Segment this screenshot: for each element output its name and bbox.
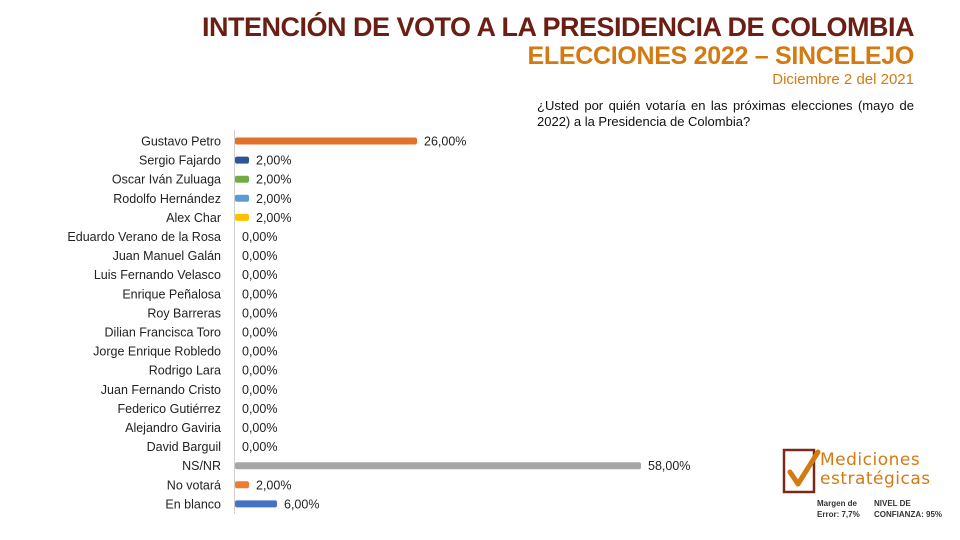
value-label: 58,00% (648, 459, 690, 473)
bar (235, 481, 249, 489)
bar (235, 137, 417, 145)
confidence-level-note: NIVEL DE CONFIANZA: 95% (874, 499, 943, 519)
logo-text-line1: Mediciones (820, 450, 921, 470)
margin-of-error-note: Margen de Error: 7,7% (817, 499, 860, 519)
checkmark-logo-icon (782, 448, 821, 494)
value-label: 0,00% (242, 230, 277, 244)
bar (235, 213, 249, 221)
category-label: No votará (167, 478, 221, 492)
category-label: Rodolfo Hernández (113, 192, 221, 206)
value-label: 26,00% (424, 135, 466, 149)
logo-text-line2: estratégicas (820, 469, 931, 489)
category-label: Juan Manuel Galán (113, 249, 221, 263)
category-label: Alex Char (166, 211, 221, 225)
chart-title: INTENCIÓN DE VOTO A LA PRESIDENCIA DE CO… (201, 12, 915, 42)
category-label: Dilian Francisca Toro (105, 326, 222, 340)
category-label: Federico Gutiérrez (117, 402, 221, 416)
survey-question: ¿Usted por quién votaría en las próximas… (537, 98, 914, 129)
category-label: Luis Fernando Velasco (94, 268, 221, 282)
bar (235, 156, 249, 164)
category-label: Gustavo Petro (141, 135, 221, 149)
value-label: 0,00% (242, 249, 277, 263)
value-label: 0,00% (242, 440, 277, 454)
survey-date: Diciembre 2 del 2021 (772, 71, 914, 88)
value-label: 0,00% (242, 287, 277, 301)
value-label: 2,00% (256, 192, 291, 206)
bar (235, 462, 641, 470)
category-label: Alejandro Gaviria (125, 421, 221, 435)
value-label: 2,00% (256, 478, 291, 492)
value-label: 0,00% (242, 268, 277, 282)
value-label: 0,00% (242, 402, 277, 416)
category-label: David Barguil (147, 440, 221, 454)
category-label: Sergio Fajardo (139, 154, 221, 168)
value-label: 0,00% (242, 306, 277, 320)
category-label: Jorge Enrique Robledo (93, 345, 221, 359)
chart-subtitle: ELECCIONES 2022 – SINCELEJO (527, 42, 915, 70)
logo-text: Mediciones estratégicas (820, 451, 931, 489)
value-label: 2,00% (256, 154, 291, 168)
value-label: 0,00% (242, 364, 277, 378)
category-label: NS/NR (182, 459, 221, 473)
bar (235, 175, 249, 183)
category-label: Roy Barreras (147, 306, 221, 320)
category-label: Juan Fernando Cristo (101, 383, 221, 397)
category-label: Rodrigo Lara (149, 364, 221, 378)
value-label: 2,00% (256, 173, 291, 187)
value-label: 2,00% (256, 211, 291, 225)
category-label: Oscar Iván Zuluaga (112, 173, 221, 187)
value-label: 0,00% (242, 421, 277, 435)
value-label: 0,00% (242, 383, 277, 397)
category-label: Eduardo Verano de la Rosa (67, 230, 221, 244)
value-label: 0,00% (242, 345, 277, 359)
bar (235, 194, 249, 202)
bar (235, 500, 277, 508)
value-label: 0,00% (242, 326, 277, 340)
category-label: En blanco (165, 497, 221, 511)
mediciones-estrategicas-logo: Mediciones estratégicas (782, 448, 942, 498)
category-label: Enrique Peñalosa (122, 287, 221, 301)
value-label: 6,00% (284, 497, 319, 511)
